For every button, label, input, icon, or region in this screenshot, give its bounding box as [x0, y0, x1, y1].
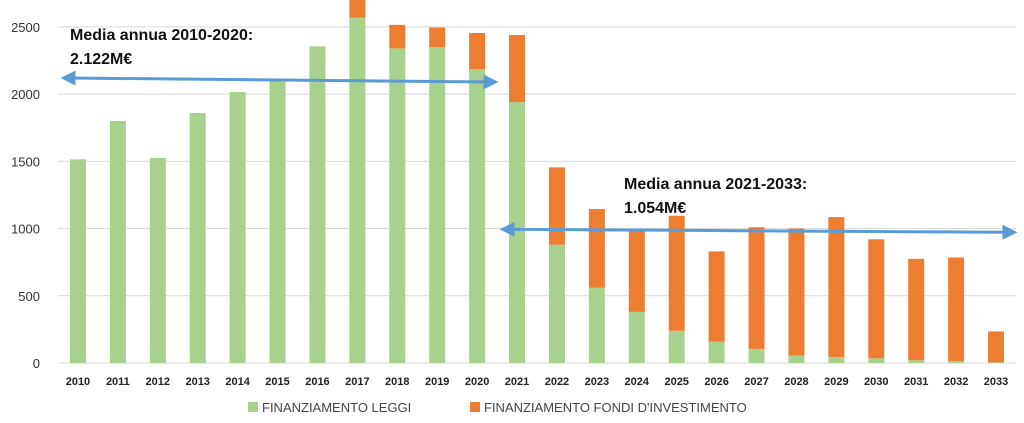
y-tick-label: 500	[18, 289, 40, 304]
bar-finanziamento-leggi	[509, 102, 526, 363]
x-tick-label: 2026	[704, 376, 728, 388]
bar-finanziamento-leggi	[149, 157, 166, 363]
bar-finanziamento-leggi	[908, 360, 925, 363]
bar-finanziamento-fondi	[588, 209, 605, 288]
bar-finanziamento-leggi	[309, 46, 326, 364]
bar-finanziamento-leggi	[109, 121, 126, 363]
legend-label: FINANZIAMENTO FONDI D'INVESTIMENTO	[484, 400, 747, 415]
bar-finanziamento-leggi	[628, 311, 645, 363]
bar-finanziamento-fondi	[788, 228, 805, 356]
bar-finanziamento-fondi	[429, 27, 446, 48]
x-tick-label: 2010	[66, 376, 90, 388]
x-tick-label: 2025	[664, 376, 688, 388]
bar-finanziamento-fondi	[548, 167, 565, 245]
x-tick-label: 2028	[784, 376, 808, 388]
x-tick-label: 2019	[425, 376, 449, 388]
bar-finanziamento-fondi	[389, 24, 406, 49]
y-tick-label: 1500	[11, 154, 40, 169]
bar-finanziamento-leggi	[988, 362, 1005, 363]
y-tick-label: 0	[33, 356, 40, 371]
bar-finanziamento-fondi	[748, 227, 765, 349]
bar-finanziamento-leggi	[548, 244, 565, 363]
bar-finanziamento-leggi	[868, 358, 885, 363]
annotation-title: Media annua 2021-2033:	[624, 176, 807, 193]
x-tick-label: 2027	[744, 376, 768, 388]
legend-swatch	[248, 402, 258, 412]
bar-finanziamento-leggi	[948, 360, 965, 363]
x-tick-label: 2021	[505, 376, 529, 388]
y-tick-label: 2500	[11, 20, 40, 35]
annotation-value: 1.054M€	[624, 200, 686, 217]
bar-finanziamento-leggi	[708, 341, 725, 363]
x-tick-label: 2020	[465, 376, 489, 388]
bar-finanziamento-fondi	[868, 239, 885, 359]
bar-finanziamento-leggi	[229, 92, 246, 363]
x-tick-label: 2014	[225, 376, 250, 388]
bar-finanziamento-leggi	[349, 17, 366, 363]
average-arrow	[60, 70, 499, 90]
bar-finanziamento-leggi	[69, 159, 86, 363]
average-arrow	[499, 221, 1018, 240]
x-tick-label: 2013	[185, 376, 209, 388]
x-tick-label: 2018	[385, 376, 409, 388]
x-tick-label: 2024	[625, 376, 650, 388]
x-tick-label: 2012	[146, 376, 170, 388]
bar-finanziamento-leggi	[429, 47, 446, 364]
bar-finanziamento-fondi	[708, 251, 725, 342]
legend: FINANZIAMENTO LEGGI FINANZIAMENTO FONDI D…	[248, 400, 747, 415]
bar-finanziamento-fondi	[668, 215, 685, 331]
x-tick-label: 2011	[106, 376, 130, 388]
bar-finanziamento-leggi	[189, 112, 206, 363]
x-tick-label: 2031	[904, 376, 928, 388]
x-tick-label: 2030	[864, 376, 888, 388]
bar-finanziamento-leggi	[828, 356, 845, 363]
y-tick-label: 2000	[11, 87, 40, 102]
annotation-value: 2.122M€	[70, 51, 132, 68]
bar-finanziamento-fondi	[349, 0, 366, 18]
x-tick-label: 2017	[345, 376, 369, 388]
y-tick-label: 1000	[11, 222, 40, 237]
bar-finanziamento-fondi	[828, 217, 845, 357]
legend-label: FINANZIAMENTO LEGGI	[262, 400, 411, 415]
bar-finanziamento-leggi	[748, 348, 765, 363]
x-tick-label: 2022	[545, 376, 569, 388]
x-tick-label: 2015	[265, 376, 289, 388]
bar-finanziamento-fondi	[628, 230, 645, 312]
legend-swatch	[470, 402, 480, 412]
bars	[69, 0, 1005, 364]
x-tick-label: 2016	[305, 376, 329, 388]
bar-finanziamento-leggi	[588, 287, 605, 363]
bar-finanziamento-leggi	[668, 330, 685, 363]
x-tick-label: 2033	[984, 376, 1008, 388]
bar-finanziamento-leggi	[469, 69, 486, 363]
bar-finanziamento-leggi	[269, 80, 286, 364]
x-tick-label: 2032	[944, 376, 968, 388]
bar-finanziamento-fondi	[908, 258, 925, 361]
bar-finanziamento-leggi	[389, 48, 406, 364]
x-axis-tick-labels: 2010 2011 2012 2013 2014 2015 2016 2017 2018 2019…	[66, 376, 1009, 388]
annotations: Media annua 2010-2020: 2.122M€ Media annua…	[60, 27, 1018, 240]
bar-finanziamento-fondi	[469, 32, 486, 70]
x-tick-label: 2023	[585, 376, 609, 388]
bar-finanziamento-fondi	[988, 331, 1005, 363]
bar-finanziamento-leggi	[788, 355, 805, 363]
bar-finanziamento-fondi	[509, 34, 526, 103]
bar-finanziamento-fondi	[948, 257, 965, 361]
y-axis-tick-labels: 0 500 1000 1500 2000 2500	[11, 20, 40, 371]
annotation-title: Media annua 2010-2020:	[70, 27, 253, 44]
x-tick-label: 2029	[824, 376, 848, 388]
